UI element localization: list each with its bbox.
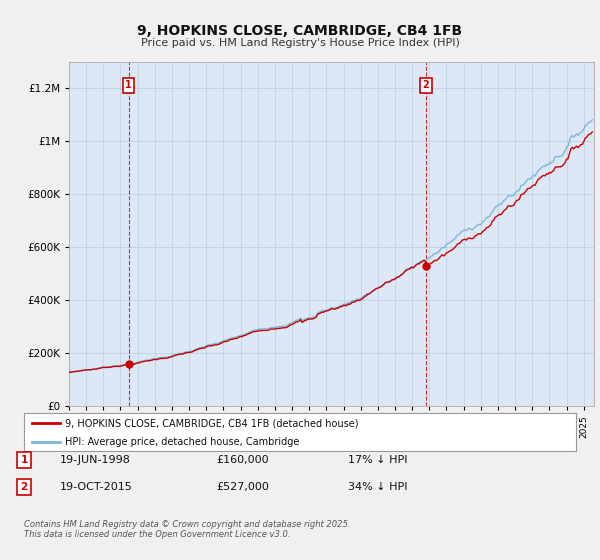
Text: 9, HOPKINS CLOSE, CAMBRIDGE, CB4 1FB: 9, HOPKINS CLOSE, CAMBRIDGE, CB4 1FB [137, 24, 463, 38]
Text: 19-OCT-2015: 19-OCT-2015 [60, 482, 133, 492]
Text: 19-JUN-1998: 19-JUN-1998 [60, 455, 131, 465]
Text: £160,000: £160,000 [216, 455, 269, 465]
Text: 1: 1 [20, 455, 28, 465]
Text: Contains HM Land Registry data © Crown copyright and database right 2025.
This d: Contains HM Land Registry data © Crown c… [24, 520, 350, 539]
Text: 2: 2 [20, 482, 28, 492]
Text: £527,000: £527,000 [216, 482, 269, 492]
Text: Price paid vs. HM Land Registry's House Price Index (HPI): Price paid vs. HM Land Registry's House … [140, 38, 460, 48]
Text: 9, HOPKINS CLOSE, CAMBRIDGE, CB4 1FB (detached house): 9, HOPKINS CLOSE, CAMBRIDGE, CB4 1FB (de… [65, 418, 359, 428]
Text: 34% ↓ HPI: 34% ↓ HPI [348, 482, 407, 492]
Text: HPI: Average price, detached house, Cambridge: HPI: Average price, detached house, Camb… [65, 437, 300, 447]
Text: 2: 2 [422, 81, 429, 91]
Text: 17% ↓ HPI: 17% ↓ HPI [348, 455, 407, 465]
Text: 1: 1 [125, 81, 132, 91]
